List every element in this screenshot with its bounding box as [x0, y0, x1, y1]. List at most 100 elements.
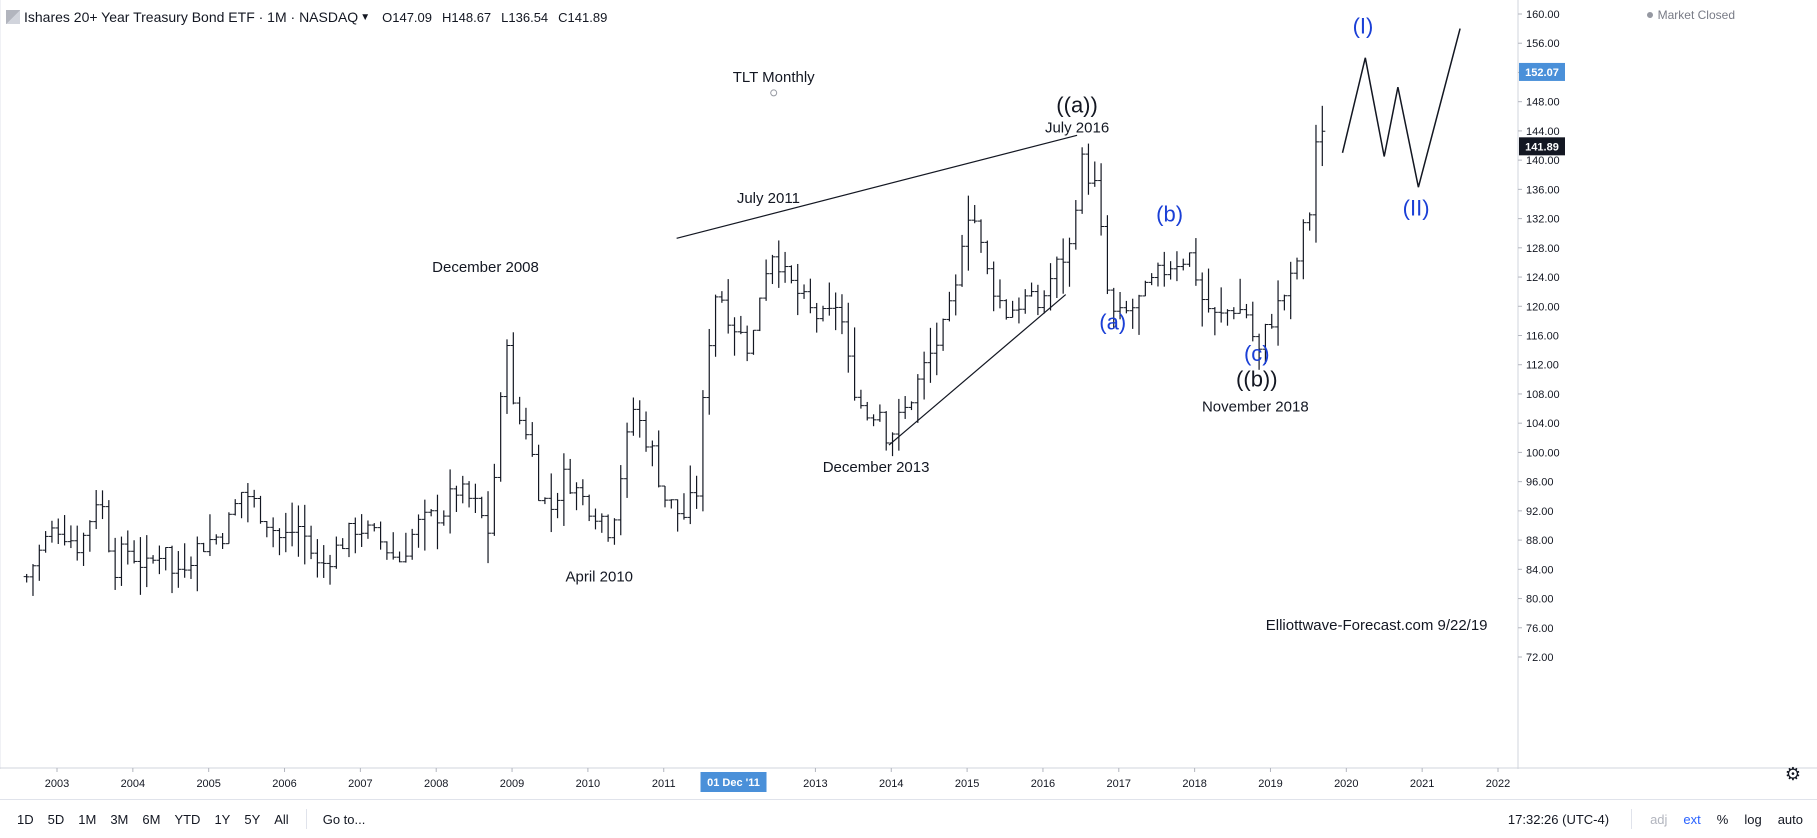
anchor-dot-icon: [770, 89, 778, 97]
price-badge-bg: [1519, 62, 1565, 81]
timeframe-1m[interactable]: 1M: [78, 811, 97, 827]
crosshair-time-badge: [700, 772, 767, 792]
x-tick-label: 2007: [348, 778, 372, 790]
timeframe-5d[interactable]: 5D: [47, 811, 65, 827]
y-tick-label: 80.00: [1526, 594, 1554, 606]
adj-toggle[interactable]: adj: [1650, 811, 1668, 827]
y-tick-label: 112.00: [1526, 360, 1559, 372]
wave-annotation: November 2018: [1202, 398, 1309, 415]
y-tick-label: 96.00: [1526, 477, 1554, 489]
x-tick-label: 2022: [1486, 778, 1510, 790]
wave-annotation: (a): [1099, 310, 1126, 335]
clock-readout[interactable]: 17:32:26 (UTC-4): [1507, 811, 1610, 827]
market-status: Market Closed: [1646, 8, 1735, 22]
x-tick-label: 2016: [1031, 778, 1055, 790]
log-toggle[interactable]: log: [1744, 811, 1762, 827]
ohlc-high: H148.67: [442, 9, 492, 25]
y-tick-label: 76.00: [1526, 623, 1554, 635]
x-tick-label: 2006: [272, 778, 296, 790]
x-tick-label: 2004: [121, 778, 145, 790]
x-tick-label: 2010: [576, 778, 600, 790]
x-tick-label: 2005: [196, 778, 220, 790]
wave-annotation: Elliottwave-Forecast.com 9/22/19: [1266, 617, 1488, 634]
timeframe-5y[interactable]: 5Y: [244, 811, 261, 827]
y-tick-label: 84.00: [1526, 564, 1554, 576]
ohlc-open: O147.09: [382, 9, 432, 25]
wave-annotation: (I): [1353, 14, 1374, 39]
x-tick-label: 2019: [1258, 778, 1282, 790]
ext-toggle[interactable]: ext: [1683, 811, 1701, 827]
x-tick-label: 2017: [1107, 778, 1131, 790]
wave-annotation: (II): [1403, 196, 1430, 221]
wave-annotation: ((a)): [1056, 93, 1098, 118]
y-tick-label: 128.00: [1526, 243, 1560, 255]
y-tick-label: 116.00: [1526, 331, 1559, 343]
bottom-toolbar: 1D 5D 1M 3M 6M YTD 1Y 5Y All Go to... 17…: [0, 799, 1817, 838]
tradingview-logo-icon: [6, 10, 20, 24]
toolbar-divider: [305, 809, 307, 829]
y-tick-label: 160.00: [1526, 9, 1560, 21]
y-tick-label: 108.00: [1526, 389, 1560, 401]
y-tick-label: 88.00: [1526, 535, 1554, 547]
wave-annotation: TLT Monthly: [733, 69, 815, 86]
y-tick-label: 148.00: [1526, 97, 1560, 109]
y-tick-label: 124.00: [1526, 272, 1560, 284]
timeframe-1d[interactable]: 1D: [17, 811, 34, 827]
timeframe-6m[interactable]: 6M: [142, 811, 161, 827]
wave-annotation: December 2008: [432, 259, 539, 276]
x-tick-label: 2015: [955, 778, 979, 790]
axis-layer: 72.00 76.00 80.00 84.00 88.00 92.00 96.00 100.0…: [0, 0, 1817, 792]
wave-annotation: April 2010: [565, 569, 633, 586]
wave-annotation: July 2016: [1045, 119, 1109, 136]
last-price-badge-label: 141.89: [1525, 141, 1559, 153]
x-tick-label: 2014: [879, 778, 903, 790]
y-tick-label: 92.00: [1526, 506, 1554, 518]
ohlc-close: C141.89: [558, 9, 608, 25]
y-tick-label: 140.00: [1526, 155, 1560, 167]
y-tick-label: 132.00: [1526, 214, 1560, 226]
crosshair-time-label: 01 Dec '11: [707, 777, 760, 789]
x-tick-label: 2013: [803, 778, 827, 790]
y-tick-label: 156.00: [1526, 38, 1560, 50]
x-tick-label: 2021: [1410, 778, 1434, 790]
price-badge-label: 152.07: [1525, 67, 1559, 79]
status-dot-icon: [1646, 12, 1653, 18]
auto-toggle[interactable]: auto: [1777, 811, 1803, 827]
y-tick-label: 100.00: [1526, 447, 1560, 459]
market-status-label: Market Closed: [1657, 8, 1735, 22]
timeframe-all[interactable]: All: [274, 811, 289, 827]
x-tick-label: 2018: [1182, 778, 1206, 790]
ohlc-low: L136.54: [501, 9, 549, 25]
price-bars: [23, 105, 1326, 596]
gear-icon[interactable]: ⚙: [1784, 764, 1802, 784]
chevron-down-icon[interactable]: ▼: [360, 11, 371, 23]
x-tick-label: 2011: [652, 778, 676, 790]
y-tick-label: 72.00: [1526, 652, 1554, 664]
trendline: [676, 134, 1078, 239]
wave-annotation: July 2011: [737, 190, 800, 207]
timeframe-ytd[interactable]: YTD: [174, 811, 201, 827]
wave-annotation: (b): [1156, 202, 1183, 227]
timeframe-1y[interactable]: 1Y: [214, 811, 231, 827]
y-tick-label: 136.00: [1526, 184, 1560, 196]
x-tick-label: 2020: [1334, 778, 1358, 790]
x-tick-label: 2008: [424, 778, 448, 790]
y-tick-label: 144.00: [1526, 126, 1560, 138]
y-tick-label: 104.00: [1526, 418, 1560, 430]
symbol-title[interactable]: Ishares 20+ Year Treasury Bond ETF · 1M …: [24, 9, 359, 25]
y-tick-label: 120.00: [1526, 301, 1560, 313]
timeframe-3m[interactable]: 3M: [110, 811, 129, 827]
percent-toggle[interactable]: %: [1716, 811, 1729, 827]
projection-path: [1341, 28, 1461, 188]
toolbar-right: 17:32:26 (UTC-4) adj ext % log auto: [1508, 800, 1817, 838]
toolbar-divider: [1631, 809, 1633, 829]
wave-annotation: December 2013: [823, 459, 930, 476]
last-price-badge-bg: [1519, 137, 1565, 156]
x-tick-label: 2009: [500, 778, 524, 790]
x-tick-label: 2003: [45, 778, 69, 790]
annotations: TLT Monthly ((a))July 2016 July 2011 Decemb…: [432, 14, 1487, 634]
wave-annotation: (c): [1244, 341, 1270, 366]
goto-button[interactable]: Go to...: [322, 811, 366, 827]
trendline: [888, 294, 1067, 446]
